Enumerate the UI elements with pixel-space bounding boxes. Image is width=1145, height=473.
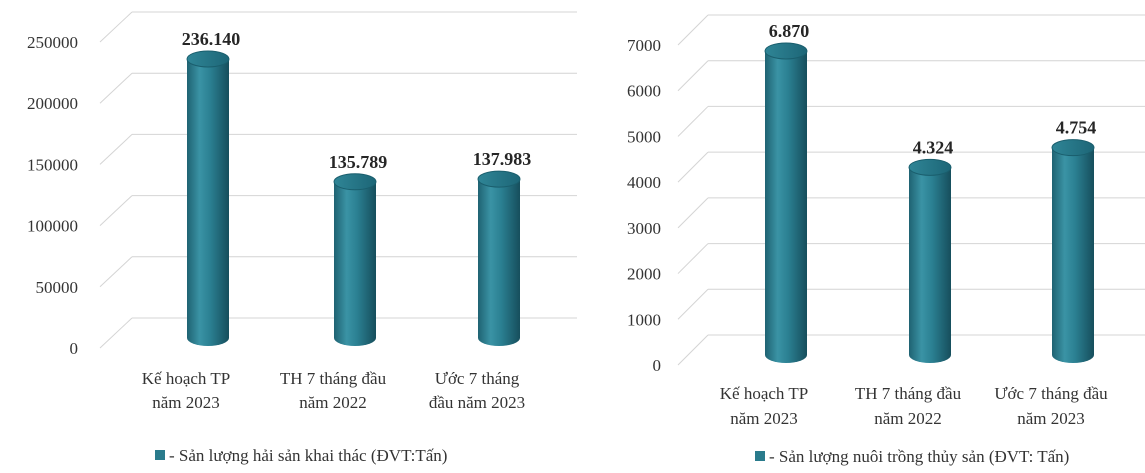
y-tick-label: 1000 [627,310,661,329]
legend-label: - Sản lượng hải sản khai thác (ĐVT:Tấn) [169,446,447,465]
bar [333,173,377,346]
data-label: 236.140 [182,29,241,49]
bar-body [909,167,951,363]
x-tick-label: TH 7 tháng đầu [855,384,962,403]
x-tick-label: Ước 7 tháng [435,369,520,388]
y-tick-label: 200000 [27,94,78,113]
bar-top [764,42,808,60]
gridline-diagonal [677,243,709,274]
x-tick-label: Kế hoạch TP [142,369,230,388]
gridline-diagonal [99,72,133,104]
legend-swatch [155,450,165,460]
legend-label: - Sản lượng nuôi trồng thủy sản (ĐVT: Tấ… [769,447,1069,466]
bar-top [1051,139,1095,157]
x-tick-label: năm 2022 [299,393,367,412]
gridline-diagonal [677,197,709,229]
y-tick-label: 6000 [627,82,661,101]
gridline-diagonal [99,256,133,288]
x-tick-label: năm 2023 [152,393,220,412]
data-label: 4.324 [913,137,954,157]
gridline-diagonal [99,134,133,165]
y-tick-label: 50000 [36,278,79,297]
y-tick-label: 3000 [627,219,661,238]
bar [186,50,230,347]
y-tick-label: 4000 [627,173,661,192]
y-tick-label: 0 [70,339,79,358]
bar [764,42,808,363]
gridline-diagonal [677,334,709,366]
bar-body [187,58,229,347]
data-label: 4.754 [1056,118,1097,138]
gridline-diagonal [677,151,709,183]
y-tick-label: 2000 [627,265,661,284]
bar-top [186,50,230,68]
y-tick-label: 5000 [627,127,661,146]
y-tick-label: 250000 [27,33,78,52]
data-label: 137.983 [473,149,532,169]
gridline-diagonal [677,14,709,46]
gridline-diagonal [677,106,709,137]
x-tick-label: Ước 7 tháng đầu [994,384,1108,403]
bar-body [1052,147,1094,363]
gridline-diagonal [99,11,133,43]
bar [1051,139,1095,363]
y-tick-label: 150000 [27,155,78,174]
y-tick-label: 7000 [627,36,661,55]
data-label: 135.789 [329,152,388,172]
chart-aquaculture: 0 1000 2000 3000 4000 5000 6000 7000 6.870 Kế hoạ… [627,14,1145,466]
x-tick-label: năm 2022 [874,409,942,428]
bar-body [478,179,520,346]
legend-swatch [755,451,765,461]
bar-top [908,158,952,176]
bar [477,170,521,346]
bar-body [765,50,807,363]
bar-body [334,181,376,346]
y-tick-label: 0 [653,356,662,375]
x-tick-label: TH 7 tháng đầu [280,369,387,388]
bar [908,158,952,363]
gridline-diagonal [99,317,133,349]
x-tick-label: đầu năm 2023 [429,393,525,412]
bar-top [477,170,521,188]
y-tick-label: 100000 [27,217,78,236]
gridline-diagonal [99,195,133,226]
gridline-diagonal [677,288,709,320]
data-label: 6.870 [769,21,810,41]
bar-top [333,173,377,191]
x-tick-label: Kế hoạch TP [720,384,808,403]
chart-seafood-catch: 0 50000 100000 150000 200000 250000 236.140 Kế … [27,11,577,465]
x-tick-label: năm 2023 [1017,409,1085,428]
gridline-diagonal [677,60,709,92]
x-tick-label: năm 2023 [730,409,798,428]
